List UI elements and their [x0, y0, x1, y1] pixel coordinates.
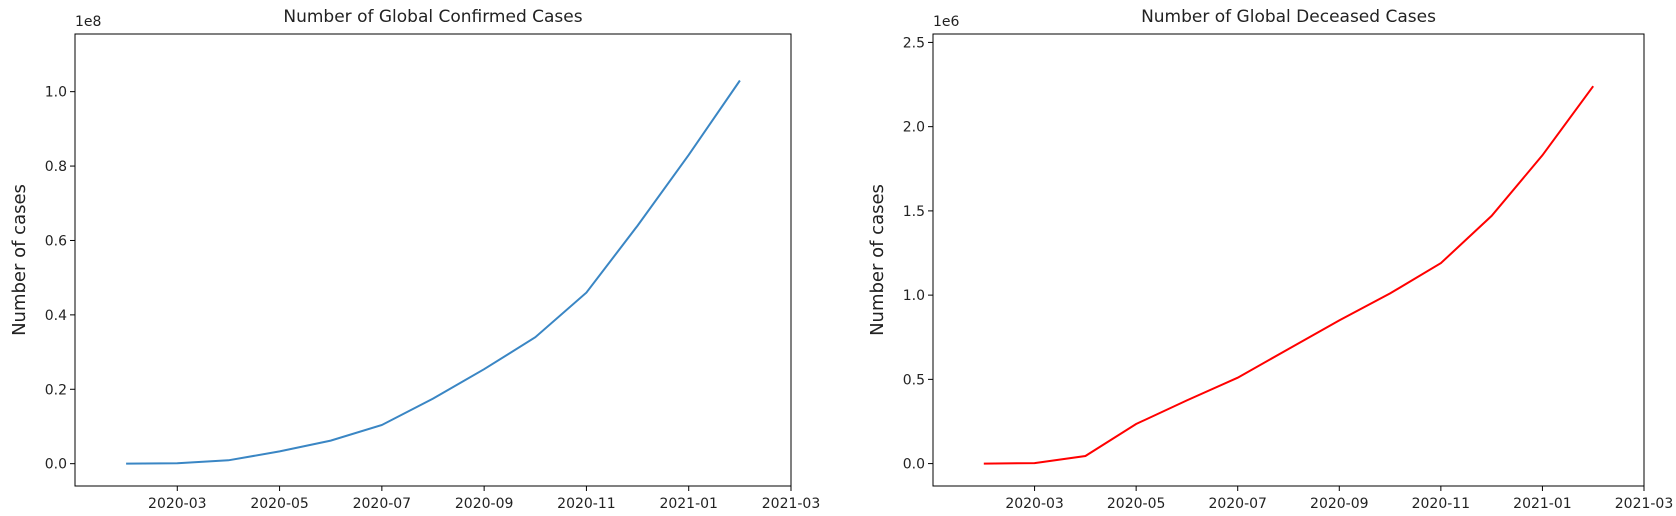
plot-frame: [74, 33, 792, 487]
y-tick-label: 0.8: [45, 159, 67, 175]
data-line: [126, 79, 741, 465]
x-tick-label: 2020-03: [148, 496, 207, 512]
y-tick-label: 1.5: [903, 204, 925, 220]
y-tick-label: 0.0: [45, 457, 67, 473]
x-tick-label: 2020-11: [1412, 496, 1471, 512]
y-axis-label: Number of cases: [867, 184, 888, 336]
y-tick-label: 0.6: [45, 233, 67, 249]
y-axis-label: Number of cases: [9, 184, 30, 336]
y-tick-label: 0.4: [45, 308, 67, 324]
y-offset-label: 1e6: [933, 14, 960, 30]
y-tick-label: 0.5: [903, 372, 925, 388]
data-line: [983, 85, 1595, 465]
x-tick-label: 2021-03: [762, 496, 821, 512]
y-tick-label: 0.2: [45, 382, 67, 398]
y-tick-label: 1.0: [45, 85, 67, 101]
y-tick-label: 2.5: [903, 35, 925, 51]
x-tick-label: 2020-05: [250, 496, 309, 512]
x-tick-label: 2020-11: [557, 496, 616, 512]
x-tick-label: 2020-07: [1208, 496, 1267, 512]
chart-title: Number of Global Confirmed Cases: [283, 7, 582, 27]
chart-title: Number of Global Deceased Cases: [1141, 7, 1436, 27]
x-tick-label: 2020-07: [353, 496, 412, 512]
x-tick-label: 2020-09: [1310, 496, 1369, 512]
x-tick-label: 2021-01: [659, 496, 718, 512]
x-tick-label: 2020-05: [1107, 496, 1166, 512]
x-tick-label: 2020-09: [455, 496, 514, 512]
y-tick-label: 0.0: [903, 457, 925, 473]
x-tick-label: 2021-01: [1513, 496, 1572, 512]
x-tick-label: 2021-03: [1615, 496, 1674, 512]
y-tick-label: 2.0: [903, 120, 925, 136]
y-tick-label: 1.0: [903, 288, 925, 304]
x-tick-label: 2020-03: [1005, 496, 1064, 512]
plot-frame: [932, 33, 1645, 487]
y-offset-label: 1e8: [75, 14, 101, 30]
